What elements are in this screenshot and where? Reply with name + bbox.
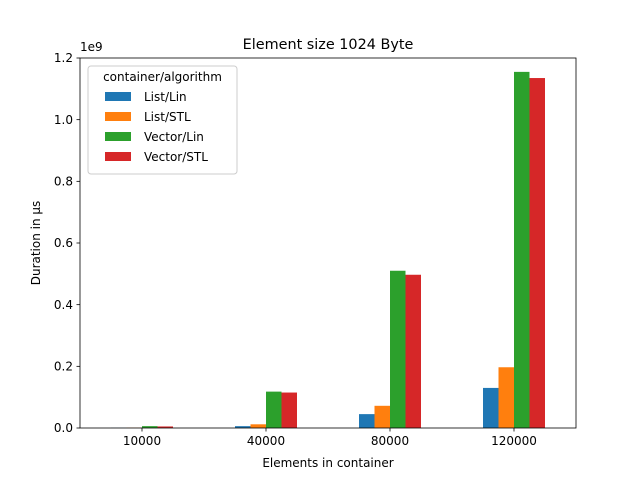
- x-tick-label: 120000: [491, 434, 537, 448]
- y-tick-label: 0.4: [54, 298, 73, 312]
- legend-swatch: [105, 152, 131, 161]
- legend-label: Vector/Lin: [144, 130, 204, 144]
- bar-vector-lin-40000: [266, 391, 282, 428]
- legend-label: List/STL: [144, 110, 191, 124]
- legend-title: container/algorithm: [103, 70, 222, 84]
- bar-vector-stl-80000: [405, 274, 421, 428]
- bar-list-stl-120000: [498, 367, 514, 428]
- legend: container/algorithm List/Lin List/STL Vecto…: [87, 65, 238, 175]
- y-axis-label: Duration in µs: [29, 201, 43, 286]
- bar-vector-lin-80000: [390, 270, 406, 428]
- bar-list-stl-80000: [374, 405, 390, 428]
- x-axis: 10000 40000 80000 120000: [123, 428, 537, 448]
- bar-list-lin-40000: [235, 426, 251, 428]
- bar-vector-stl-120000: [529, 78, 545, 429]
- y-tick-label: 0.8: [54, 175, 73, 189]
- y-tick-label: 1.0: [54, 113, 73, 127]
- y-tick-label: 1.2: [54, 51, 73, 65]
- y-axis: 0.0 0.2 0.4 0.6 0.8 1.0 1.2: [54, 51, 80, 435]
- bar-vector-lin-10000: [142, 426, 158, 428]
- y-tick-label: 0.2: [54, 360, 73, 374]
- legend-label: Vector/STL: [144, 150, 208, 164]
- x-tick-label: 80000: [371, 434, 409, 448]
- y-tick-label: 0.0: [54, 421, 73, 435]
- bar-vector-stl-40000: [281, 392, 297, 428]
- bar-vector-stl-10000: [157, 426, 173, 428]
- y-axis-scale-label: 1e9: [80, 40, 103, 54]
- x-axis-label: Elements in container: [262, 456, 393, 470]
- legend-swatch: [105, 92, 131, 101]
- bar-vector-lin-120000: [514, 71, 530, 428]
- y-tick-label: 0.6: [54, 236, 73, 250]
- bar-list-lin-120000: [483, 387, 499, 428]
- chart-title: Element size 1024 Byte: [243, 37, 414, 53]
- x-tick-label: 10000: [123, 434, 161, 448]
- bars-group: [111, 71, 545, 429]
- legend-swatch: [105, 132, 131, 141]
- x-tick-label: 40000: [247, 434, 285, 448]
- legend-label: List/Lin: [144, 90, 187, 104]
- bar-list-lin-80000: [359, 414, 375, 428]
- legend-swatch: [105, 112, 131, 121]
- bar-list-stl-40000: [250, 424, 266, 428]
